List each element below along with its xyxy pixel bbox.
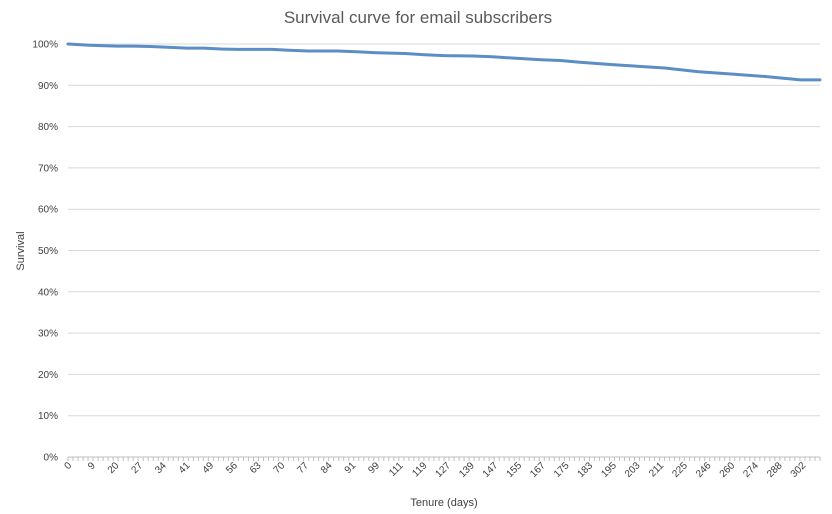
x-tick-label: 203 (623, 460, 643, 480)
x-tick-label: 260 (718, 460, 738, 480)
x-tick-label: 111 (387, 460, 406, 479)
x-tick-label: 27 (130, 460, 146, 476)
gridlines (68, 43, 820, 417)
x-tick-label: 99 (366, 460, 382, 476)
x-tick-label: 195 (599, 460, 619, 480)
x-tick-label: 139 (457, 460, 477, 480)
x-tick-label: 119 (410, 460, 429, 479)
x-tick-label: 175 (552, 460, 572, 480)
x-tick-label: 84 (319, 460, 335, 476)
y-axis-title: Survival (15, 231, 27, 270)
x-tick-label: 288 (765, 460, 785, 480)
x-axis-ticks: 0 9 20 27 34 41 49 56 63 70 77 84 91 99 111 119 127 139 14… (62, 460, 808, 480)
x-tick-label: 225 (670, 460, 690, 480)
y-tick-label: 10% (38, 411, 58, 422)
x-tick-label: 49 (201, 460, 217, 476)
x-tick-label: 274 (741, 460, 761, 480)
x-tick-label: 211 (647, 460, 666, 479)
x-axis (67, 456, 821, 461)
x-tick-label: 246 (694, 460, 714, 480)
series-group (66, 42, 822, 82)
y-tick-label: 90% (38, 81, 58, 92)
x-tick-label: 155 (505, 460, 525, 480)
x-tick-label: 70 (272, 460, 288, 476)
x-tick-label: 147 (481, 460, 501, 480)
y-axis-ticks: 0% 10% 20% 30% 40% 50% 60% 70% 80% 90% 100% (32, 40, 58, 464)
y-tick-label: 70% (38, 163, 58, 174)
x-axis-title: Tenure (days) (410, 497, 477, 509)
x-tick-label: 0 (62, 460, 74, 472)
x-tick-label: 302 (789, 460, 809, 480)
y-tick-label: 80% (38, 122, 58, 133)
y-tick-label: 30% (38, 329, 58, 340)
y-tick-label: 50% (38, 246, 58, 257)
x-tick-label: 9 (86, 460, 98, 472)
series-line-0 (66, 42, 822, 82)
x-tick-label: 183 (576, 460, 596, 480)
y-tick-label: 100% (32, 40, 58, 51)
x-tick-label: 127 (434, 460, 454, 480)
x-tick-label: 63 (248, 460, 264, 476)
x-tick-label: 34 (153, 460, 169, 476)
y-tick-label: 20% (38, 370, 58, 381)
x-tick-label: 56 (224, 460, 240, 476)
x-tick-label: 20 (106, 460, 122, 476)
x-tick-label: 77 (295, 460, 311, 476)
y-tick-label: 0% (44, 453, 59, 464)
y-tick-label: 40% (38, 287, 58, 298)
y-tick-label: 60% (38, 205, 58, 216)
chart-title: Survival curve for email subscribers (284, 8, 552, 27)
x-tick-label: 41 (177, 460, 193, 476)
x-tick-label: 91 (343, 460, 359, 476)
x-tick-label: 167 (528, 460, 548, 480)
